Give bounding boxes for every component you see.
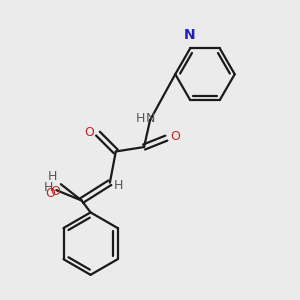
Text: H: H bbox=[44, 181, 53, 194]
Text: O: O bbox=[50, 185, 60, 198]
Text: H: H bbox=[136, 112, 145, 125]
Text: H: H bbox=[48, 170, 57, 183]
Text: O: O bbox=[170, 130, 180, 143]
Text: O: O bbox=[45, 187, 55, 200]
Text: O: O bbox=[85, 126, 94, 139]
Text: N: N bbox=[184, 28, 195, 42]
Text: N: N bbox=[145, 112, 155, 125]
Text: H: H bbox=[113, 179, 123, 192]
